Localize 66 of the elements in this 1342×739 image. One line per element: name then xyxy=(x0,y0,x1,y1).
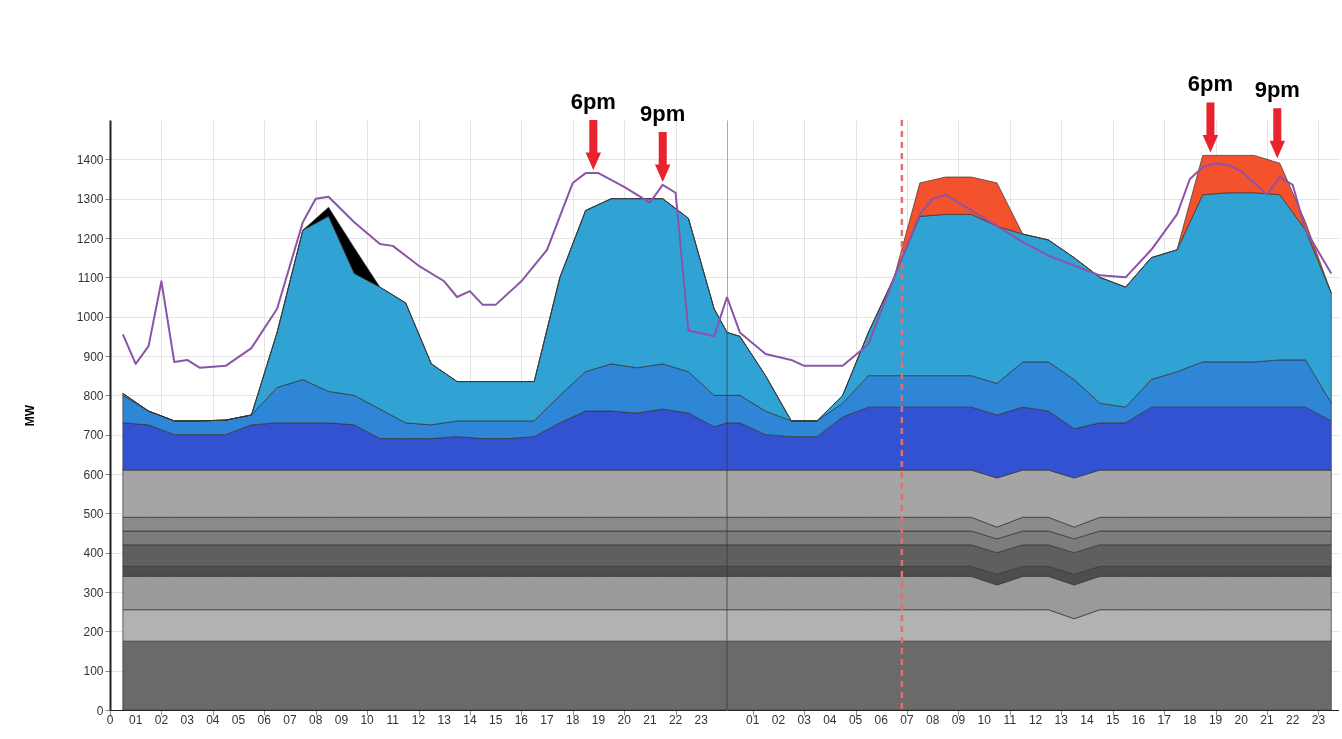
x-tick-label: 01 xyxy=(746,713,760,727)
x-tick-label: 22 xyxy=(1286,713,1300,727)
annotation: 9pm xyxy=(640,100,686,126)
x-tick-label: 13 xyxy=(1054,713,1069,727)
x-tick-label: 19 xyxy=(591,713,606,727)
x-tick-label: 18 xyxy=(566,713,580,727)
x-tick-label: 02 xyxy=(771,713,786,727)
x-tick-label: 20 xyxy=(1234,713,1249,727)
y-tick-label: 500 xyxy=(83,506,104,521)
annotation: 6pm xyxy=(1187,71,1234,97)
y-tick-label: 1000 xyxy=(76,310,104,325)
x-tick-label: 21 xyxy=(643,713,657,727)
y-tick-label: 700 xyxy=(83,428,104,443)
x-tick-label: 06 xyxy=(257,713,272,727)
x-tick-label: 11 xyxy=(1003,713,1017,727)
x-tick-label: 03 xyxy=(180,713,195,727)
y-tick-label: 400 xyxy=(83,546,104,561)
x-tick-label: 05 xyxy=(848,713,863,727)
x-tick-label: 11 xyxy=(386,713,400,727)
y-tick-label: 800 xyxy=(83,388,104,403)
x-tick-label: 14 xyxy=(463,713,477,727)
x-tick-label: 09 xyxy=(951,713,966,727)
x-tick-label: 20 xyxy=(617,713,632,727)
x-tick-label: 05 xyxy=(231,713,246,727)
y-tick-label: 900 xyxy=(83,349,104,364)
x-tick-label: 01 xyxy=(129,713,143,727)
y-tick-label: 1200 xyxy=(76,231,104,246)
x-tick-label: 09 xyxy=(334,713,349,727)
x-tick-label: 15 xyxy=(488,713,503,727)
x-tick-label: 02 xyxy=(154,713,169,727)
x-tick-label: 12 xyxy=(411,713,426,727)
x-tick-label: 12 xyxy=(1028,713,1043,727)
x-tick-label: 08 xyxy=(308,713,323,727)
x-tick-label: 04 xyxy=(823,713,837,727)
x-tick-label: 04 xyxy=(206,713,220,727)
y-axis-title: MW xyxy=(22,404,37,427)
y-tick-label: 600 xyxy=(83,467,104,482)
x-tick-label: 07 xyxy=(900,713,914,727)
y-tick-label: 100 xyxy=(83,664,104,679)
x-tick-label: 0 xyxy=(106,713,114,727)
x-tick-label: 18 xyxy=(1183,713,1197,727)
x-tick-label: 10 xyxy=(977,713,992,727)
y-tick-label: 1400 xyxy=(76,152,104,167)
x-tick-label: 21 xyxy=(1260,713,1274,727)
x-tick-label: 10 xyxy=(360,713,375,727)
x-tick-label: 14 xyxy=(1080,713,1094,727)
x-tick-label: 23 xyxy=(694,713,709,727)
annotation: 9pm xyxy=(1254,77,1300,103)
x-tick-label: 03 xyxy=(797,713,812,727)
x-tick-label: 13 xyxy=(437,713,452,727)
x-tick-label: 17 xyxy=(540,713,555,727)
y-tick-label: 200 xyxy=(83,624,104,639)
x-tick-label: 17 xyxy=(1157,713,1172,727)
x-tick-label: 15 xyxy=(1106,713,1120,727)
x-tick-label: 19 xyxy=(1208,713,1223,727)
x-tick-label: 06 xyxy=(874,713,889,727)
x-tick-label: 23 xyxy=(1311,713,1326,727)
y-tick-label: 300 xyxy=(83,585,104,600)
x-tick-label: 08 xyxy=(926,713,940,727)
x-tick-label: 16 xyxy=(1131,713,1146,727)
x-tick-label: 16 xyxy=(514,713,529,727)
y-tick-label: 1100 xyxy=(77,270,104,285)
x-tick-label: 07 xyxy=(283,713,297,727)
x-tick-label: 22 xyxy=(668,713,683,727)
annotation: 6pm xyxy=(570,89,616,115)
y-tick-label: 1300 xyxy=(76,192,104,207)
